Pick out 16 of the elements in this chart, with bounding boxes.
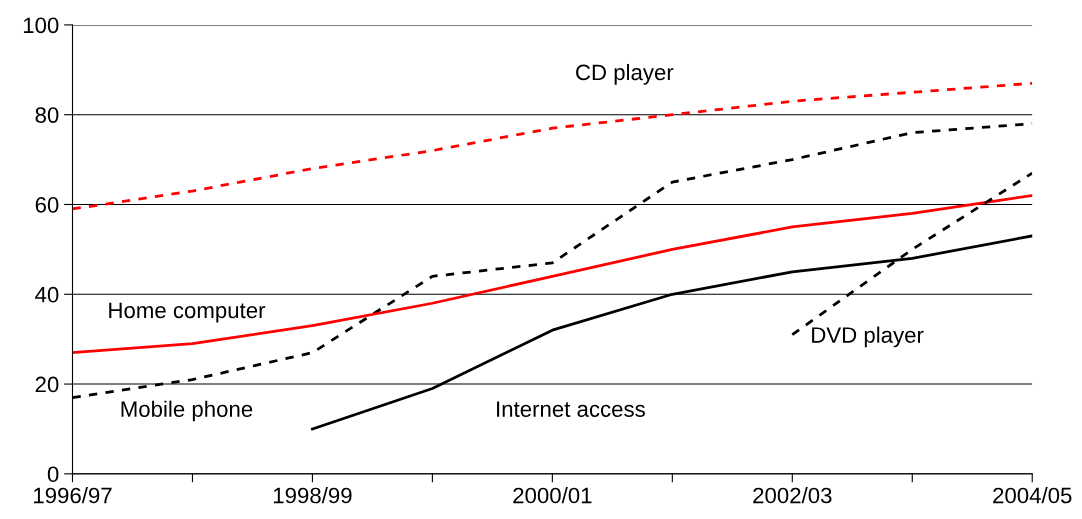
x-tick-label: 2004/05 xyxy=(993,487,1072,504)
series-label: Internet access xyxy=(497,401,645,417)
y-tick-label: 60 xyxy=(35,197,59,213)
x-tick-label: 1998/99 xyxy=(273,487,352,504)
series-label: Home computer xyxy=(109,302,266,323)
x-tick-label: 2002/03 xyxy=(753,487,832,504)
series-label: DVD player xyxy=(812,326,924,348)
y-tick-label: 100 xyxy=(23,17,59,34)
series-label: CD player xyxy=(576,63,674,85)
y-tick-label: 20 xyxy=(35,376,59,393)
y-tick-label: 0 xyxy=(47,466,59,483)
y-tick-label: 40 xyxy=(35,286,59,303)
x-tick-label: 2000/01 xyxy=(513,487,592,504)
y-tick-label: 80 xyxy=(35,107,59,123)
series-label: Mobile phone xyxy=(121,400,253,422)
x-tick-label: 1996/97 xyxy=(34,487,112,504)
